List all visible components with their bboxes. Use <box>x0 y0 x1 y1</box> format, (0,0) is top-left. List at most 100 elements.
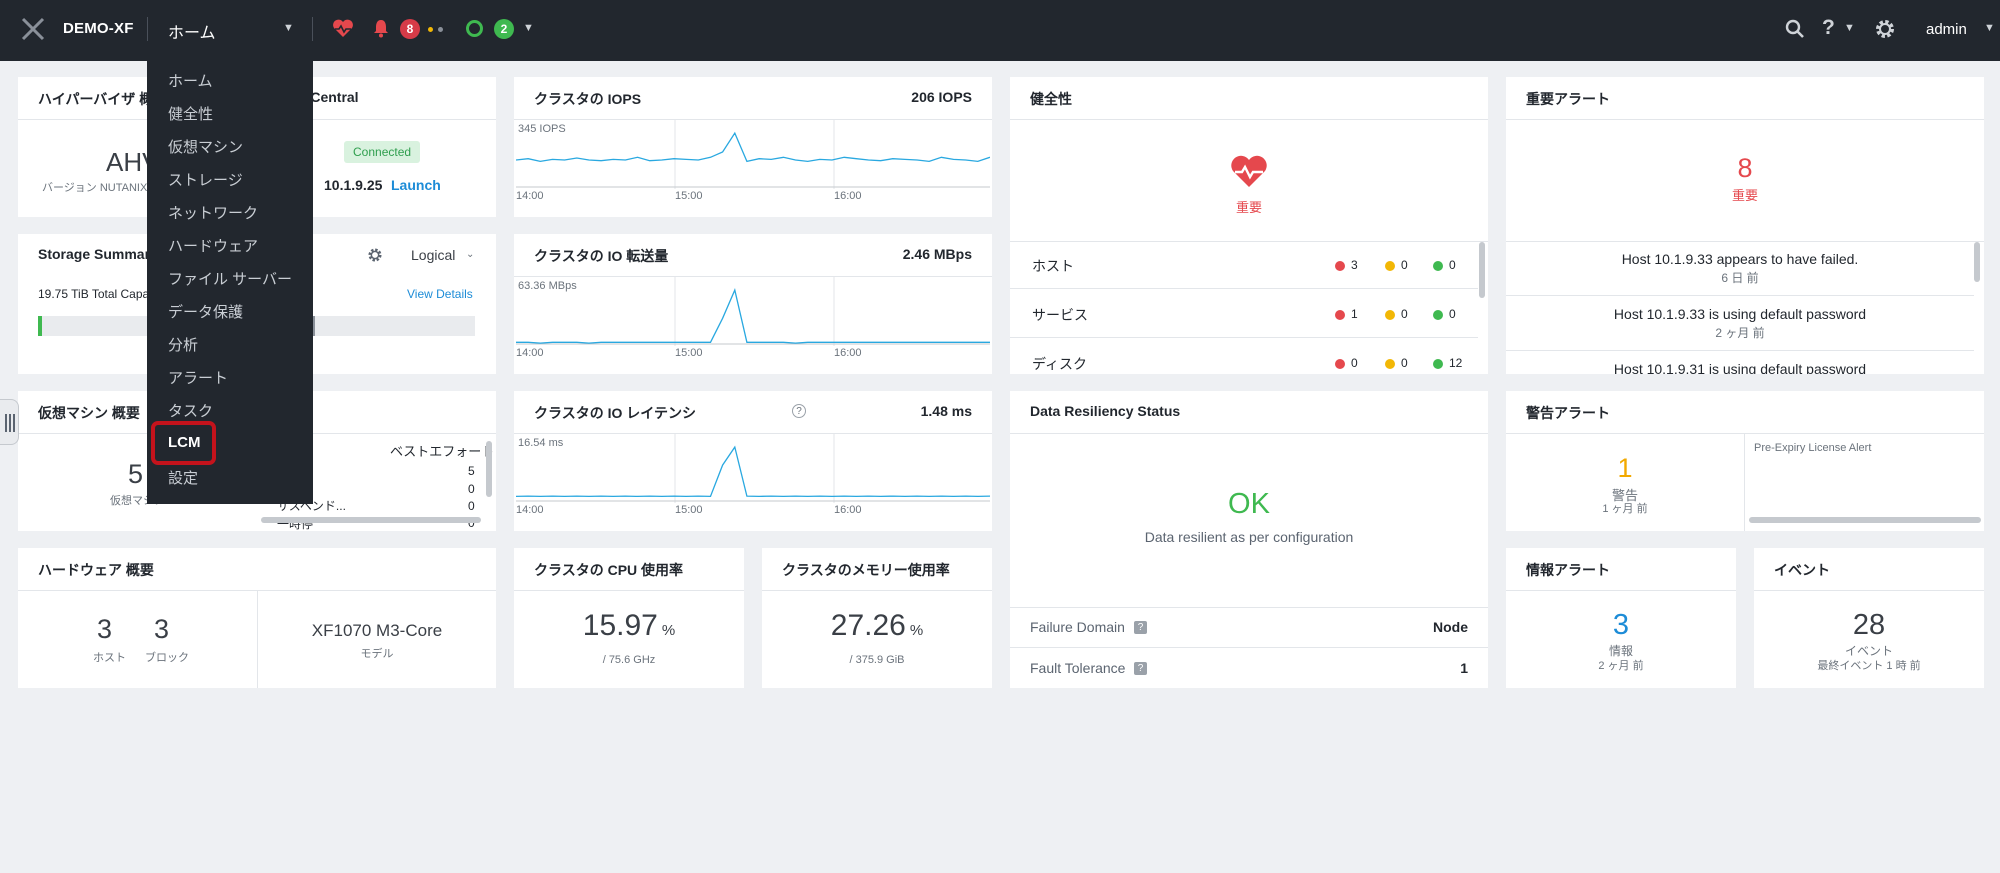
divider <box>514 433 992 434</box>
resiliency-message: Data resilient as per configuration <box>1144 529 1354 545</box>
chevron-down-icon[interactable]: ▼ <box>283 22 294 34</box>
memory-unit: % <box>909 622 924 639</box>
chevron-down-icon[interactable]: ▼ <box>1984 22 1995 34</box>
alert-time: 6 日 前 <box>1721 271 1759 285</box>
view-mode-dropdown[interactable]: Logical <box>411 247 456 263</box>
scrollbar[interactable] <box>1974 242 1980 282</box>
menu-item-data-protection[interactable]: データ保護 <box>168 304 244 321</box>
health-heart-icon[interactable] <box>332 18 354 38</box>
menu-item-tasks[interactable]: タスク <box>168 403 214 420</box>
chevron-down-icon[interactable]: ⌄ <box>466 249 475 260</box>
launch-link[interactable]: Launch <box>391 177 441 193</box>
help-circle-icon[interactable]: ? <box>792 404 806 418</box>
horizontal-scrollbar[interactable] <box>1749 517 1981 523</box>
critical-dot <box>1335 261 1345 271</box>
chevron-down-icon[interactable]: ▼ <box>1844 22 1855 34</box>
card-title: 重要アラート <box>1526 91 1610 107</box>
divider <box>18 590 496 591</box>
critical-dot <box>1335 359 1345 369</box>
divider <box>1010 647 1488 648</box>
card-title: イベント <box>1774 562 1830 578</box>
hypervisor-version: バージョン NUTANIX <box>42 182 148 194</box>
throughput-chart[interactable] <box>516 276 990 346</box>
warning-dot <box>1385 359 1395 369</box>
vm-count[interactable]: 5 <box>128 459 144 489</box>
bell-icon[interactable] <box>372 18 390 38</box>
search-icon[interactable] <box>1785 19 1805 39</box>
menu-item-lcm[interactable]: LCM <box>168 434 201 451</box>
card-title: Storage Summary <box>38 246 158 262</box>
critical-alerts-card: 重要アラート 8 重要 Host 10.1.9.33 appears to ha… <box>1506 77 1984 374</box>
divider <box>762 590 992 591</box>
warning-time: 1 ヶ月 前 <box>1602 503 1648 515</box>
health-row-disks[interactable]: ディスク 0 0 12 <box>1010 339 1478 374</box>
warning-count[interactable]: 1 <box>1617 453 1633 483</box>
card-title: 警告アラート <box>1526 405 1610 421</box>
alert-item[interactable]: Host 10.1.9.31 is using default password <box>1506 351 1974 374</box>
side-panel-handle[interactable] <box>0 399 19 445</box>
alert-count-badge[interactable]: 8 <box>400 19 420 39</box>
warning-count: 0 <box>1401 307 1408 321</box>
cpu-usage[interactable]: 15.97% <box>514 609 744 643</box>
help-icon[interactable]: ? <box>1134 662 1147 675</box>
menu-item-alerts[interactable]: アラート <box>168 370 229 387</box>
menu-item-health[interactable]: 健全性 <box>168 106 214 123</box>
task-status-icon[interactable] <box>466 20 483 37</box>
gear-icon[interactable] <box>1874 18 1896 40</box>
divider <box>514 276 992 277</box>
chart-peak-label: 63.36 MBps <box>518 280 577 292</box>
iops-chart[interactable] <box>516 119 990 189</box>
memory-total: / 375.9 GiB <box>849 654 905 666</box>
cpu-unit: % <box>661 622 676 639</box>
gear-icon[interactable] <box>367 247 383 263</box>
alert-item[interactable]: Host 10.1.9.33 appears to have failed. 6… <box>1506 241 1974 296</box>
user-menu[interactable]: admin <box>1926 21 1967 38</box>
grip-line <box>9 414 11 432</box>
task-count-badge[interactable]: 2 <box>494 19 514 39</box>
scrollbar[interactable] <box>486 441 492 497</box>
latency-chart[interactable] <box>516 433 990 503</box>
memory-usage[interactable]: 27.26% <box>762 609 992 643</box>
info-label: 情報 <box>1608 644 1633 658</box>
health-status: 重要 <box>1236 200 1263 215</box>
chevron-down-icon[interactable]: ▼ <box>523 22 534 34</box>
card-title: クラスタの IOPS <box>534 91 642 107</box>
main-nav-dropdown[interactable]: ホーム <box>168 25 216 42</box>
connection-status-badge: Connected <box>344 141 421 163</box>
menu-item-home[interactable]: ホーム <box>168 73 213 90</box>
resiliency-status[interactable]: OK <box>1228 488 1270 520</box>
iops-value: 206 IOPS <box>911 89 972 105</box>
menu-item-hardware[interactable]: ハードウェア <box>168 238 259 255</box>
cpu-usage-value: 15.97 <box>582 609 658 642</box>
heart-critical-icon[interactable] <box>1229 153 1269 189</box>
alert-item[interactable]: Pre-Expiry License Alert <box>1754 442 1872 454</box>
main-nav-menu: ホーム 健全性 仮想マシン ストレージ ネットワーク ハードウェア ファイル サ… <box>147 61 313 504</box>
nutanix-logo-icon[interactable] <box>20 16 46 42</box>
help-icon[interactable]: ? <box>1822 16 1835 39</box>
block-count[interactable]: 3 <box>154 614 170 644</box>
menu-item-settings[interactable]: 設定 <box>168 470 199 487</box>
info-count[interactable]: 3 <box>1612 609 1630 641</box>
menu-item-storage[interactable]: ストレージ <box>168 172 243 189</box>
alert-item[interactable]: Host 10.1.9.33 is using default password… <box>1506 296 1974 351</box>
info-dot <box>438 27 443 32</box>
events-card: イベント 28 イベント 最終イベント 1 時 前 <box>1754 548 1984 688</box>
menu-item-file-server[interactable]: ファイル サーバー <box>168 271 293 288</box>
health-row-hosts[interactable]: ホスト 3 0 0 <box>1010 241 1478 289</box>
host-count[interactable]: 3 <box>97 614 113 644</box>
time-label: 15:00 <box>675 190 703 202</box>
ok-dot <box>1433 359 1443 369</box>
help-icon[interactable]: ? <box>1134 621 1147 634</box>
view-details-link[interactable]: View Details <box>407 287 473 301</box>
menu-item-vms[interactable]: 仮想マシン <box>168 139 244 156</box>
scrollbar[interactable] <box>1479 242 1485 298</box>
horizontal-scrollbar[interactable] <box>261 517 481 523</box>
card-title: ハードウェア 概要 <box>38 562 154 578</box>
menu-item-network[interactable]: ネットワーク <box>168 205 259 222</box>
warning-dot <box>1385 261 1395 271</box>
critical-count[interactable]: 8 <box>1737 153 1753 183</box>
event-count[interactable]: 28 <box>1852 609 1886 641</box>
health-row-services[interactable]: サービス 1 0 0 <box>1010 290 1478 338</box>
menu-item-analysis[interactable]: 分析 <box>168 337 199 354</box>
cluster-name[interactable]: DEMO-XF <box>63 20 134 37</box>
